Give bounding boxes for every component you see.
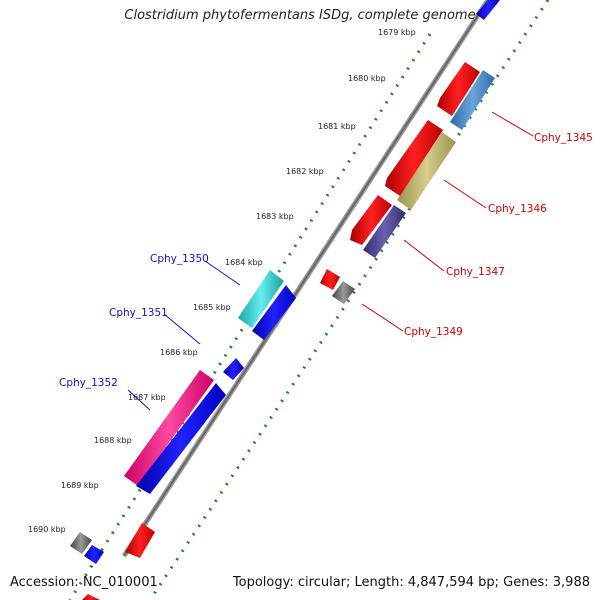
gene-label-cphy-1351[interactable]: Cphy_1351 [109, 307, 168, 319]
connector-line [204, 260, 241, 286]
gene-red[interactable] [320, 269, 340, 290]
outer-tick-ring [68, 33, 432, 600]
tick-label: 1679 kbp [378, 28, 416, 37]
tick-label: 1681 kbp [318, 122, 356, 131]
red-genes [82, 62, 480, 600]
tick-label: 1690 kbp [28, 525, 66, 534]
genome-summary-text: Topology: circular; Length: 4,847,594 bp… [232, 575, 590, 590]
connector-line [127, 389, 151, 411]
connector-line [443, 179, 487, 209]
connector-line [163, 313, 201, 345]
tick-label: 1689 kbp [61, 481, 99, 490]
gene-cphy-1346[interactable] [397, 132, 456, 210]
gene-red[interactable] [125, 523, 155, 558]
gene-label-cphy-1349[interactable]: Cphy_1349 [404, 326, 463, 338]
gene-label-cphy-1352[interactable]: Cphy_1352 [59, 377, 118, 389]
gene-label-cphy-1346[interactable]: Cphy_1346 [488, 203, 547, 215]
reverse-genes [70, 270, 296, 564]
gene-labels: Cphy_1345 Cphy_1346 Cphy_1347 Cphy_1349 … [59, 132, 593, 389]
connector-line [491, 111, 534, 137]
gene-gray[interactable] [70, 532, 92, 554]
gene-label-cphy-1347[interactable]: Cphy_1347 [446, 266, 505, 278]
gene-blue[interactable] [252, 285, 296, 340]
tick-label: 1686 kbp [160, 348, 198, 357]
gene-cphy-1351[interactable] [223, 358, 244, 380]
gene-red[interactable] [437, 62, 480, 116]
map-title: Clostridium phytofermentans ISDg, comple… [124, 8, 476, 23]
inner-tick-ring [148, 0, 550, 600]
genome-backbone-core [123, 0, 489, 557]
connector-line [403, 239, 445, 272]
tick-label: 1685 kbp [193, 303, 231, 312]
gene-cphy-1347[interactable] [363, 205, 406, 258]
tick-label: 1688 kbp [94, 436, 132, 445]
forward-genes [332, 0, 500, 304]
tick-label: 1680 kbp [348, 74, 386, 83]
tick-label: 1682 kbp [286, 167, 324, 176]
tick-label: 1684 kbp [225, 258, 263, 267]
gene-cphy-1349[interactable] [332, 281, 355, 304]
accession-text: Accession: NC_010001 [10, 575, 158, 590]
gene-cphy-1350[interactable] [238, 270, 284, 328]
label-connectors [127, 111, 534, 411]
tick-labels: 1679 kbp 1680 kbp 1681 kbp 1682 kbp 1683… [28, 28, 416, 534]
gene-red[interactable] [385, 120, 443, 196]
gene-blue[interactable] [84, 545, 104, 564]
gene-red[interactable] [350, 195, 392, 245]
gene-cphy-1344[interactable] [476, 0, 500, 20]
gene-cphy-1352[interactable] [124, 370, 214, 486]
gene-blue[interactable] [136, 383, 226, 494]
tick-label: 1687 kbp [128, 393, 166, 402]
gene-cphy-1345[interactable] [450, 70, 495, 130]
gene-red[interactable] [82, 594, 100, 600]
tick-label: 1683 kbp [256, 212, 294, 221]
connector-line [361, 303, 404, 332]
gene-label-cphy-1350[interactable]: Cphy_1350 [150, 253, 209, 265]
gene-label-cphy-1345[interactable]: Cphy_1345 [534, 132, 593, 144]
